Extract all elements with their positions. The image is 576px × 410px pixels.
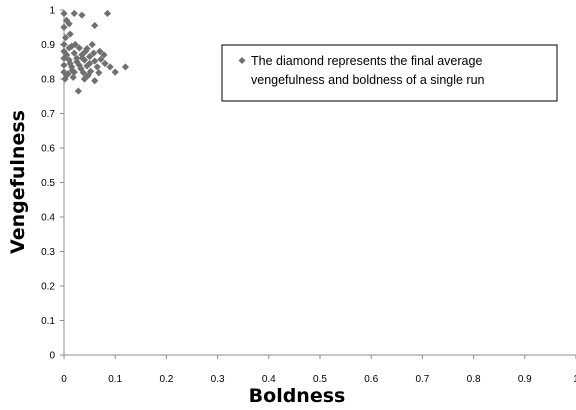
x-tick-label: 0.4 (262, 374, 276, 385)
data-point (91, 57, 99, 65)
y-tick-label: 0.4 (41, 213, 55, 224)
data-point (65, 20, 73, 28)
data-point (111, 68, 119, 76)
x-tick-label: 1 (573, 374, 576, 385)
data-point (60, 40, 68, 49)
data-point (103, 9, 112, 18)
data-point (91, 77, 99, 85)
x-tick-label: 0.2 (159, 374, 173, 385)
data-point (66, 59, 74, 68)
data-point (81, 47, 90, 55)
data-point (78, 11, 86, 19)
data-point (91, 21, 99, 30)
data-point (101, 59, 109, 68)
legend-line-1: The diamond represents the final average (251, 54, 482, 68)
x-tick-label: 0.9 (518, 374, 532, 385)
data-point (96, 47, 104, 55)
legend-line-2: vengefulness and boldness of a single ru… (251, 73, 485, 87)
x-tick-label: 0.8 (467, 374, 481, 385)
data-point (106, 63, 114, 71)
data-point (70, 9, 78, 18)
y-tick-label: 0.1 (41, 316, 55, 327)
y-tick-label: 0.6 (41, 144, 55, 155)
data-point (80, 56, 89, 64)
x-tick-label: 0.7 (415, 374, 429, 385)
y-tick-label: 0.9 (41, 40, 55, 51)
data-point (62, 16, 71, 24)
data-point (86, 52, 94, 61)
data-point (86, 59, 94, 68)
data-point (60, 47, 68, 55)
data-point (121, 63, 130, 71)
y-tick-label: 0.2 (41, 282, 55, 293)
y-ticks: 0 0.1 0.2 0.3 0.4 0.5 0.6 0.7 0.8 0.9 1 (41, 6, 64, 362)
data-point (60, 54, 68, 62)
y-tick-label: 0.3 (41, 247, 55, 258)
x-axis-title: Boldness (249, 385, 346, 407)
y-axis-title: Vengefulness (7, 110, 29, 254)
legend-box (221, 44, 558, 102)
data-point (65, 44, 73, 52)
data-points (60, 9, 130, 95)
data-point (78, 54, 87, 62)
data-point (71, 40, 79, 49)
data-point (75, 61, 83, 69)
data-point (61, 34, 70, 42)
data-point (84, 71, 92, 80)
data-point (95, 69, 103, 77)
y-tick-label: 0.5 (41, 178, 55, 189)
data-point (75, 44, 83, 52)
data-point (60, 9, 68, 18)
data-point (88, 40, 96, 49)
data-point (60, 23, 68, 31)
y-tick-label: 1 (49, 6, 55, 17)
x-ticks: 0 0.1 0.2 0.3 0.4 0.5 0.6 0.7 0.8 0.9 1 (61, 355, 576, 385)
data-point (60, 61, 68, 69)
legend: The diamond represents the final average… (221, 44, 558, 102)
data-point (69, 73, 77, 81)
x-tick-label: 0.1 (108, 374, 122, 385)
data-point (70, 49, 78, 57)
data-point (73, 54, 81, 62)
x-tick-label: 0.3 (211, 374, 225, 385)
x-tick-label: 0.6 (364, 374, 378, 385)
data-point (93, 63, 101, 71)
y-tick-label: 0.7 (41, 109, 55, 120)
data-point (100, 51, 108, 59)
data-point (78, 51, 86, 59)
x-tick-label: 0 (61, 374, 67, 385)
data-point (68, 66, 76, 74)
y-tick-label: 0.8 (41, 75, 55, 86)
y-tick-label: 0 (49, 351, 55, 362)
data-point (77, 65, 85, 73)
data-point (66, 30, 74, 38)
data-point (74, 87, 82, 95)
data-point (97, 55, 105, 63)
data-point (90, 49, 98, 57)
data-point (62, 71, 71, 80)
x-tick-label: 0.5 (313, 374, 327, 385)
legend-diamond-marker (238, 57, 246, 64)
